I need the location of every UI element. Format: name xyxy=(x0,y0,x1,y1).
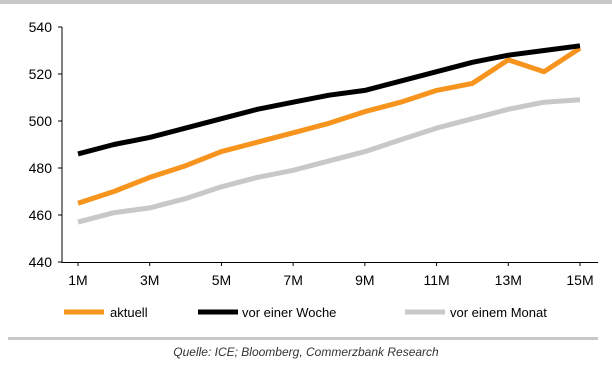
x-tick-label: 5M xyxy=(212,272,231,288)
top-rule xyxy=(0,0,612,4)
y-tick-label: 540 xyxy=(29,19,53,35)
legend-label: vor einem Monat xyxy=(450,305,547,320)
x-tick-label: 11M xyxy=(423,272,449,288)
series-line xyxy=(77,97,581,225)
x-tick-label: 7M xyxy=(283,272,302,288)
y-tick-label: 500 xyxy=(29,113,53,129)
y-tick-label: 460 xyxy=(29,207,53,223)
x-tick-label: 15M xyxy=(566,272,593,288)
y-tick-label: 480 xyxy=(29,160,53,176)
source-note: Quelle: ICE; Bloomberg, Commerzbank Rese… xyxy=(173,345,439,359)
x-tick-label: 1M xyxy=(68,272,87,288)
x-tick-label: 13M xyxy=(495,272,522,288)
chart-series xyxy=(77,43,582,225)
y-tick-label: 520 xyxy=(29,66,53,82)
line-chart: 440 460 480 500 520 540 1M 3M 5M 7M 9M 11M 13M 15M ak… xyxy=(29,19,598,320)
legend-label: aktuell xyxy=(110,305,148,320)
chart-axes: 440 460 480 500 520 540 1M 3M 5M 7M 9M 11M 13M 15M xyxy=(29,19,598,288)
x-tick-label: 9M xyxy=(355,272,374,288)
y-tick-label: 440 xyxy=(29,254,53,270)
series-line xyxy=(77,46,582,206)
legend-label: vor einer Woche xyxy=(242,305,336,320)
series-line xyxy=(77,43,581,157)
x-tick-label: 3M xyxy=(140,272,159,288)
bottom-rule xyxy=(8,337,598,340)
chart-legend: aktuell vor einer Woche vor einem Monat xyxy=(64,305,547,320)
